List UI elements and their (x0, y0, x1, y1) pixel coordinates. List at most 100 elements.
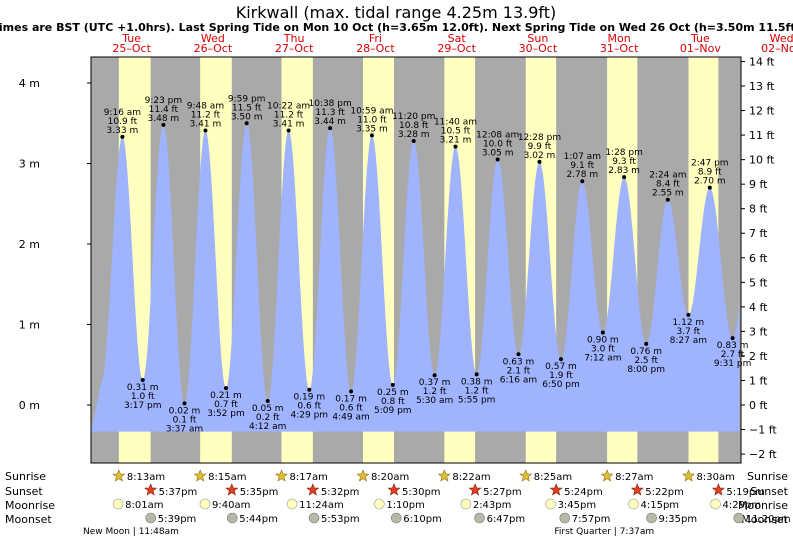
tide-label-low: 0.7 ft (214, 400, 238, 410)
sunrise-star-icon (356, 469, 370, 482)
tide-label-high: 3.05 m (482, 148, 514, 158)
tide-label-high: 3.28 m (398, 130, 430, 140)
ft-tick-label: 12 ft (749, 105, 775, 118)
moonset-time: 7:57pm (572, 514, 611, 525)
sunrise-star-icon (437, 469, 451, 482)
tide-label-high: 10.5 ft (441, 127, 471, 137)
moonrise-icon (710, 498, 721, 510)
tide-label-low: 0.31 m (127, 383, 159, 393)
tide-label-low: 5:09 pm (374, 406, 412, 416)
tide-label-low: 4:12 am (249, 422, 286, 432)
tide-label-low: 3:52 pm (207, 409, 245, 419)
tide-label-low: 0.21 m (210, 391, 242, 401)
tide-label-low: 0.25 m (377, 388, 409, 398)
ft-tick-label: 5 ft (749, 276, 768, 289)
tide-label-low: 0.63 m (503, 357, 535, 367)
sunrise-time: 8:30am (697, 472, 735, 483)
sunset-time: 5:27pm (483, 487, 522, 498)
tide-point (265, 398, 270, 403)
moonset-icon (226, 512, 238, 524)
ft-tick-label: 0 ft (749, 399, 768, 412)
sunrise-star-icon (519, 469, 533, 482)
moonrise-time: 2:43pm (473, 500, 512, 511)
sunrise-row-label-right: Sunrise (747, 470, 788, 483)
ft-tick-label: 1 ft (749, 374, 768, 387)
sunset-time: 5:32pm (321, 487, 360, 498)
moonrise-row-label-left: Moonrise (5, 499, 55, 512)
tide-point (369, 133, 374, 138)
moonset-time: 6:10pm (403, 514, 442, 525)
tide-point (644, 341, 649, 346)
sunset-time: 5:24pm (564, 487, 603, 498)
moonset-icon (308, 512, 320, 524)
tide-label-low: 2.7 ft (721, 350, 745, 360)
sunset-star-icon (225, 483, 239, 496)
tide-label-high: 12:08 am (476, 130, 519, 140)
day-name-label: Mon (608, 32, 631, 45)
tide-label-high: 1:07 am (564, 152, 601, 162)
day-labels: Tue25–OctWed26–OctThu27–OctFri28–OctSat2… (112, 32, 793, 55)
ft-tick-label: 13 ft (749, 80, 775, 93)
tide-label-high: 9.3 ft (612, 157, 636, 167)
tide-point (686, 312, 691, 317)
tide-label-low: 3:37 am (166, 424, 203, 434)
sunrise-time: 8:20am (371, 472, 409, 483)
ft-tick-label: 3 ft (749, 325, 768, 338)
sunset-time: 5:19pm (726, 487, 765, 498)
moonset-icon (474, 512, 485, 524)
tide-label-low: 6:16 am (500, 375, 537, 385)
tide-label-low: 3.0 ft (591, 345, 615, 355)
tide-point (223, 386, 228, 391)
moonrise-row-label-right: Moonrise (738, 499, 788, 512)
sunset-star-icon (387, 483, 401, 496)
tide-label-low: 1.0 ft (131, 392, 155, 402)
moonset-icon (646, 512, 657, 524)
tide-point (140, 378, 145, 383)
day-date-label: 30–Oct (519, 42, 558, 55)
tide-area (91, 123, 740, 432)
day-date-label: 29–Oct (437, 42, 476, 55)
day-name-label: Tue (690, 32, 710, 45)
tide-point (580, 179, 585, 184)
tide-label-low: 0.6 ft (297, 402, 321, 412)
day-name-label: Wed (201, 32, 225, 45)
tide-label-low: 0.38 m (461, 377, 493, 387)
tide-label-low: 8:27 am (670, 336, 707, 346)
sunset-star-icon (549, 483, 563, 496)
tide-label-low: 0.90 m (587, 336, 619, 346)
moon-phase-label: First Quarter | 7:37am (554, 527, 654, 537)
tide-label-high: 9.9 ft (528, 142, 552, 152)
moonset-icon (390, 512, 402, 524)
tide-point (558, 357, 563, 362)
tide-label-high: 9:48 am (187, 101, 224, 111)
sunset-time: 5:37pm (159, 487, 198, 498)
tide-label-low: 5:30 am (416, 396, 453, 406)
tide-label-high: 10:38 pm (308, 99, 351, 109)
tide-label-high: 11.2 ft (274, 110, 304, 120)
astro-rows: Sunrise Sunset Moonrise Moonset Sunrise … (5, 469, 791, 537)
tide-point (120, 134, 125, 139)
tide-label-high: 2.78 m (566, 170, 598, 180)
tide-label-low: 2.1 ft (507, 366, 531, 376)
tide-label-high: 11:20 pm (392, 112, 435, 122)
tide-label-high: 2.70 m (694, 177, 726, 187)
moonrise-icon (545, 498, 556, 510)
ft-tick-label: 8 ft (749, 203, 768, 216)
tide-label-high: 12:28 pm (518, 133, 561, 143)
day-date-label: 27–Oct (275, 42, 314, 55)
tide-label-low: 4:49 am (332, 412, 369, 422)
sunset-time: 5:22pm (645, 487, 684, 498)
tide-label-low: 0.57 m (545, 362, 577, 372)
moonset-time: 5:39pm (158, 514, 197, 525)
tide-point (328, 126, 333, 131)
tide-point (453, 144, 458, 149)
moonrise-time: 4:29pm (723, 500, 762, 511)
ft-tick-label: 2 ft (749, 350, 768, 363)
moonrise-time: 4:15pm (641, 500, 680, 511)
tide-point (622, 175, 627, 180)
tide-label-high: 2.83 m (608, 166, 640, 176)
sunrise-row-label-left: Sunrise (5, 470, 46, 483)
sunset-time: 5:30pm (402, 487, 441, 498)
sunset-star-icon (711, 483, 725, 496)
